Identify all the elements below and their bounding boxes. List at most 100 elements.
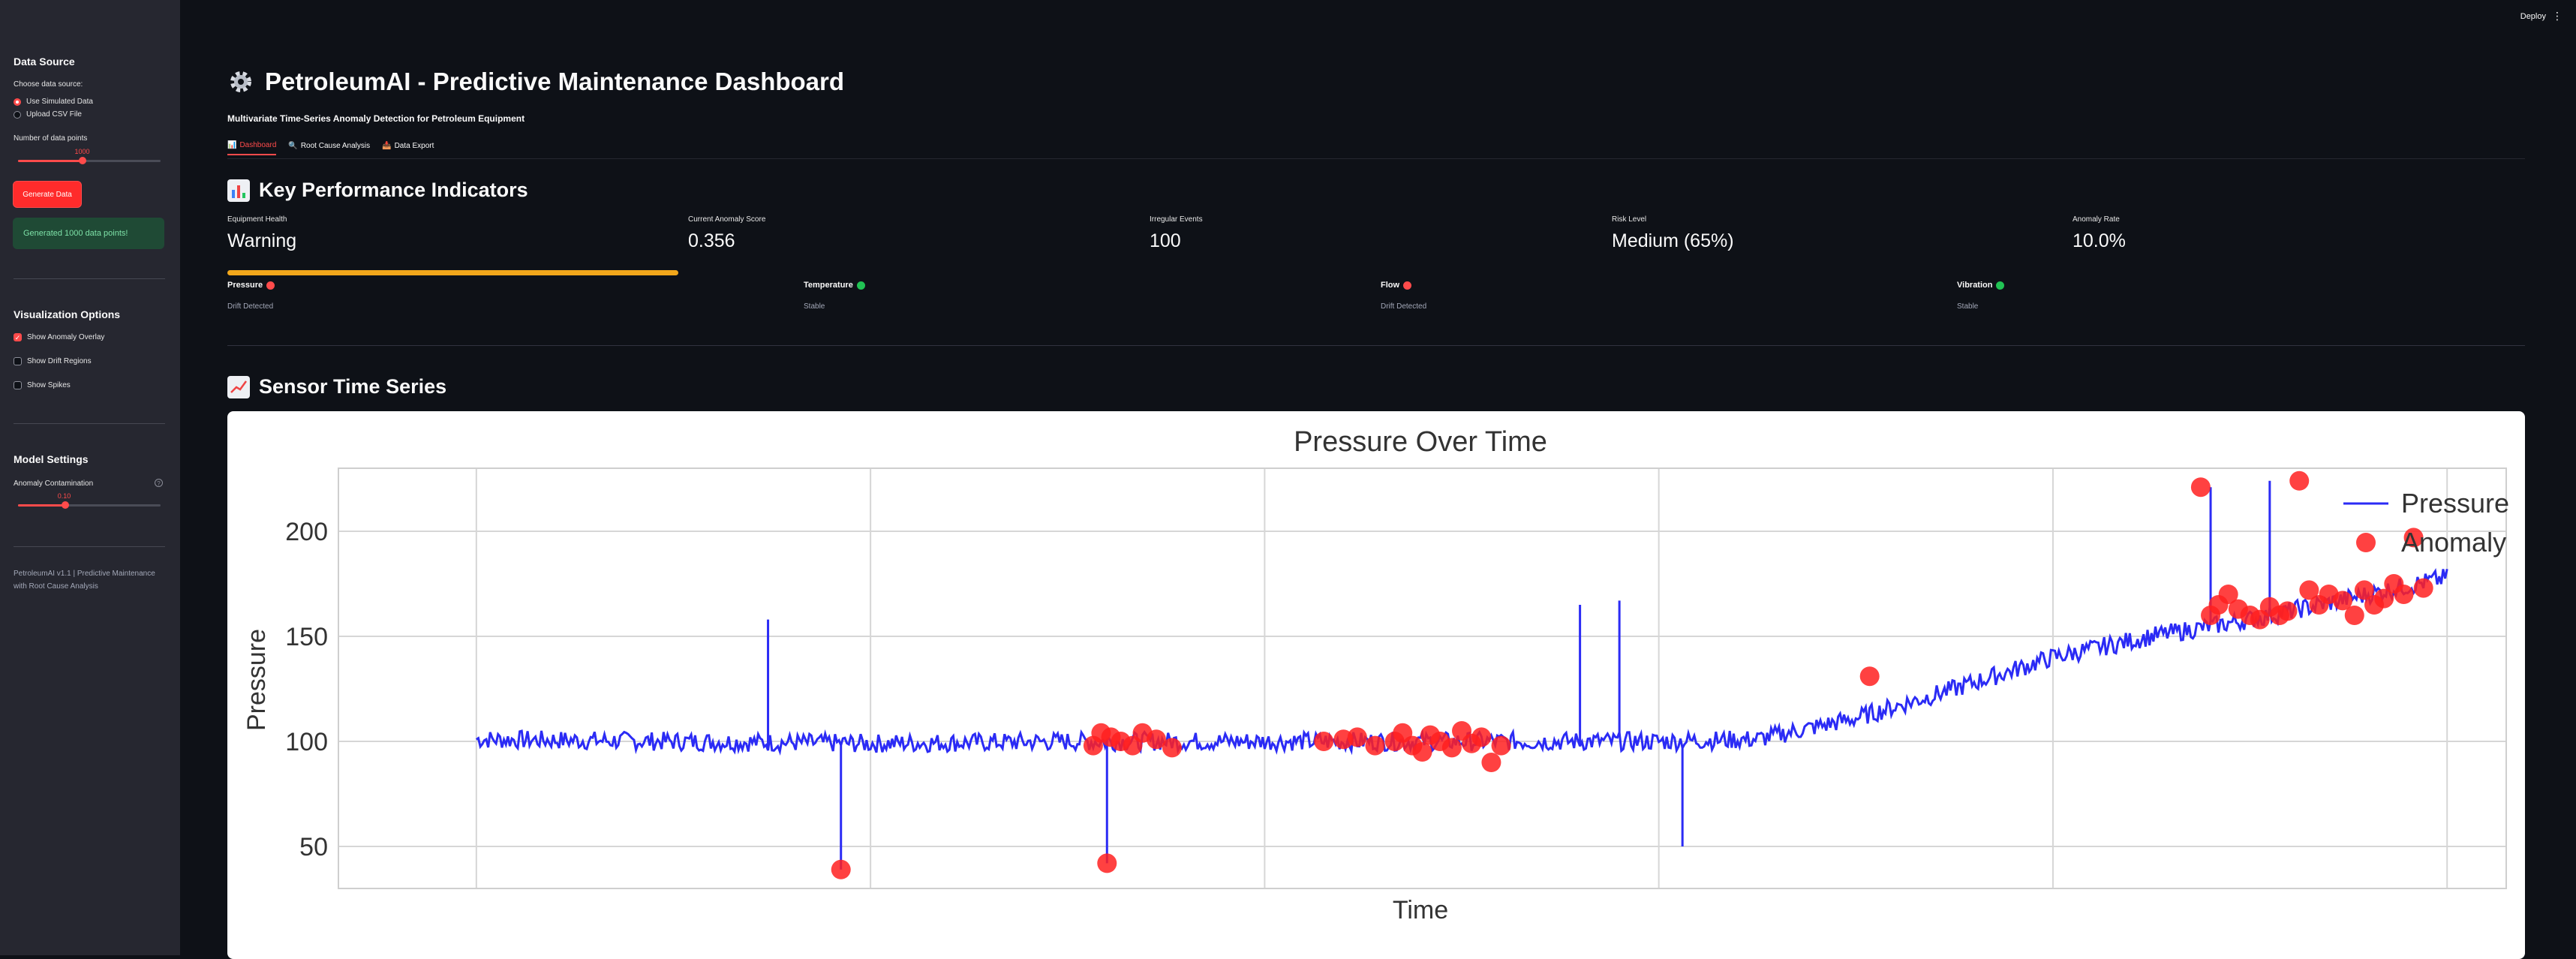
deploy-button[interactable]: Deploy	[2520, 12, 2546, 21]
tab-bar: 📊 Dashboard 🔍 Root Cause Analysis 📥 Data…	[227, 141, 434, 155]
slider-value: 1000	[74, 148, 90, 155]
slider-thumb[interactable]	[61, 501, 69, 509]
radio-unselected-icon	[14, 110, 21, 119]
sensor-name: Pressure	[227, 281, 263, 290]
tab-label: Root Cause Analysis	[300, 142, 371, 150]
kpi-section-title-text: Key Performance Indicators	[259, 179, 528, 201]
anomaly-point	[2299, 580, 2319, 600]
y-tick-label: 100	[285, 728, 328, 756]
kpi-risk-level: Risk Level Medium (65%)	[1612, 215, 1734, 252]
divider	[14, 278, 165, 279]
legend-anomaly-label: Anomaly	[2401, 527, 2506, 558]
radio-selected-icon	[14, 98, 21, 106]
section-divider	[227, 345, 2525, 346]
kpi-label: Irregular Events	[1150, 215, 1203, 224]
y-tick-label: 50	[299, 833, 328, 861]
kpi-section-title: Key Performance Indicators	[227, 179, 528, 202]
tab-label: Dashboard	[239, 141, 277, 149]
anomaly-point	[2413, 578, 2433, 598]
checkbox-label: Show Spikes	[27, 381, 71, 389]
anomaly-point	[2344, 606, 2364, 625]
anomaly-point	[2289, 470, 2310, 491]
slider-thumb[interactable]	[78, 157, 86, 164]
contamination-slider[interactable]: 0.10	[18, 492, 161, 509]
export-icon: 📥	[382, 142, 392, 150]
y-tick-label: 200	[285, 518, 328, 546]
checkbox-checked-icon: ✓	[14, 333, 22, 341]
kpi-anomaly-score: Current Anomaly Score 0.356	[688, 215, 765, 252]
tab-label: Data Export	[394, 142, 434, 150]
anomaly-point	[1146, 729, 1166, 750]
kpi-irregular-events: Irregular Events 100	[1150, 215, 1203, 252]
tab-dashboard[interactable]: 📊 Dashboard	[227, 141, 277, 155]
sidebar: Data Source Choose data source: Use Simu…	[0, 0, 180, 955]
page-title-text: PetroleumAI - Predictive Maintenance Das…	[265, 68, 845, 95]
slider-value: 0.10	[57, 492, 71, 500]
radio-upload-csv[interactable]: Upload CSV File	[14, 110, 82, 119]
sensor-vibration: Vibration Stable	[1957, 281, 2005, 311]
anomaly-point	[1859, 666, 1880, 687]
radio-label: Upload CSV File	[26, 110, 82, 119]
contamination-label: Anomaly Contamination	[14, 479, 94, 488]
anomaly-point	[2374, 588, 2394, 609]
anomaly-point	[1314, 732, 1334, 751]
slider-fill	[18, 160, 83, 162]
timeseries-section-title: Sensor Time Series	[227, 375, 446, 398]
tab-root-cause-analysis[interactable]: 🔍 Root Cause Analysis	[288, 141, 370, 155]
kpi-label: Current Anomaly Score	[688, 215, 766, 224]
tab-data-export[interactable]: 📥 Data Export	[382, 141, 434, 155]
status-red-icon	[266, 281, 275, 290]
anomaly-point	[2277, 601, 2298, 621]
points-slider[interactable]: 1000	[18, 148, 161, 164]
kpi-value: 10.0%	[2073, 230, 2126, 251]
page-subtitle: Multivariate Time-Series Anomaly Detecti…	[227, 113, 525, 124]
kpi-value: 0.356	[688, 230, 735, 251]
page-title: PetroleumAI - Predictive Maintenance Das…	[227, 68, 844, 96]
checkbox-label: Show Anomaly Overlay	[27, 333, 105, 341]
checkbox-label: Show Drift Regions	[27, 357, 92, 365]
anomaly-point	[2218, 585, 2238, 604]
anomaly-point	[1441, 738, 1462, 758]
gear-icon	[230, 71, 251, 92]
y-tick-label: 150	[285, 623, 328, 651]
sidebar-footer: PetroleumAI v1.1 | Predictive Maintenanc…	[14, 570, 155, 591]
sensor-status: Drift Detected	[227, 302, 274, 311]
sensor-name: Flow	[1381, 281, 1400, 290]
checkbox-unchecked-icon	[14, 357, 22, 365]
slider-fill	[18, 504, 65, 507]
anomaly-point	[831, 859, 851, 879]
chart-icon: 📊	[227, 141, 237, 149]
sensor-status: Drift Detected	[1381, 302, 1427, 311]
status-green-icon	[1996, 281, 2005, 290]
chart-title: Pressure Over Time	[1294, 426, 1547, 458]
anomaly-point	[1365, 735, 1385, 756]
anomaly-point	[1412, 742, 1432, 762]
magnifier-icon: 🔍	[288, 142, 298, 150]
generate-data-button[interactable]: Generate Data	[13, 181, 82, 208]
pressure-line	[476, 480, 2448, 870]
kpi-label: Risk Level	[1612, 215, 1647, 224]
model-settings-title: Model Settings	[14, 453, 89, 465]
pressure-chart[interactable]: Pressure Over Time 50 100 150 200 Time Pres…	[227, 411, 2525, 959]
anomaly-point	[2190, 477, 2211, 498]
legend-pressure-label: Pressure	[2401, 488, 2509, 519]
checkbox-drift-regions[interactable]: Show Drift Regions	[14, 357, 92, 365]
kpi-equipment-health: Equipment Health Warning	[227, 215, 296, 252]
sensor-temperature: Temperature Stable	[804, 281, 865, 311]
kpi-label: Anomaly Rate	[2073, 215, 2120, 224]
anomaly-point	[1491, 735, 1511, 756]
health-progress-bar	[227, 270, 678, 275]
anomaly-point	[1097, 853, 1117, 873]
main-menu-icon[interactable]: ⋮	[2552, 10, 2562, 22]
radio-label: Use Simulated Data	[26, 98, 93, 106]
kpi-anomaly-rate: Anomaly Rate 10.0%	[2073, 215, 2126, 252]
radio-simulated[interactable]: Use Simulated Data	[14, 98, 93, 106]
anomaly-point	[1481, 753, 1501, 772]
anomaly-point	[1471, 727, 1492, 747]
checkbox-spikes[interactable]: Show Spikes	[14, 381, 71, 389]
help-icon[interactable]: ?	[155, 479, 163, 487]
tab-underline	[227, 158, 2525, 159]
divider	[14, 546, 165, 547]
checkbox-anomaly-overlay[interactable]: ✓ Show Anomaly Overlay	[14, 333, 104, 341]
points-label: Number of data points	[14, 134, 88, 143]
